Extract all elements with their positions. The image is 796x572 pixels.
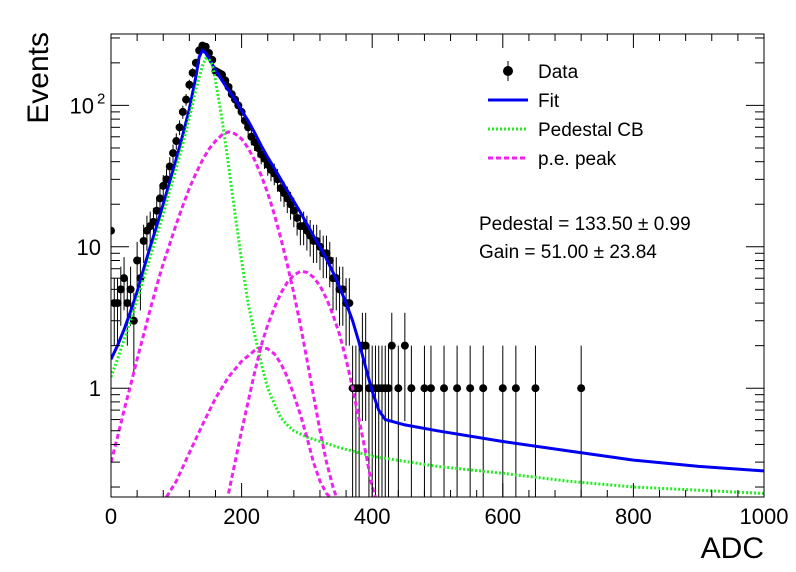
data-point <box>201 42 210 51</box>
legend-label: Data <box>538 62 579 83</box>
data-point <box>188 68 197 77</box>
data-point <box>407 384 416 393</box>
data-point <box>426 384 435 393</box>
data-point <box>420 384 429 393</box>
legend-label: Fit <box>538 91 560 112</box>
data-point <box>286 200 295 209</box>
x-tick-label: 600 <box>484 504 521 529</box>
series-line <box>227 269 377 497</box>
data-point <box>169 149 178 158</box>
series-line <box>165 345 331 497</box>
x-tick-label: 200 <box>223 504 260 529</box>
plot-frame <box>110 33 765 498</box>
data-point <box>400 341 409 350</box>
data-point <box>133 256 142 265</box>
data-point <box>498 384 507 393</box>
data-point <box>466 384 475 393</box>
data-point <box>355 384 364 393</box>
data-point <box>155 194 164 203</box>
data-point <box>175 123 184 132</box>
data-point <box>531 384 540 393</box>
data-point <box>152 206 161 215</box>
data-point <box>116 285 125 294</box>
plot-content <box>111 41 764 497</box>
data-point <box>361 341 370 350</box>
data-point <box>384 384 393 393</box>
series-line <box>111 130 338 497</box>
fit-result-text: Pedestal = 133.50 ± 0.99 <box>479 214 691 235</box>
data-point <box>165 162 174 171</box>
data-point <box>293 213 302 222</box>
x-axis-label: ADC <box>701 532 764 565</box>
legend: Data Fit Pedestal CB p.e. peak <box>488 61 644 170</box>
data-point <box>126 285 135 294</box>
data-point <box>159 181 168 190</box>
annotations: Pedestal = 133.50 ± 0.99 Gain = 51.00 ± 2… <box>479 214 691 263</box>
data-point <box>182 95 191 104</box>
y-tick-label-exponent: 2 <box>97 90 105 107</box>
data-point <box>250 138 259 147</box>
data-point <box>185 80 194 89</box>
x-tick-label: 800 <box>615 504 652 529</box>
data-point <box>123 299 132 308</box>
y-tick-label: 10 <box>70 93 94 118</box>
y-tick-label: 1 <box>89 376 101 401</box>
legend-label: p.e. peak <box>538 149 617 170</box>
data-point <box>289 206 298 215</box>
data-point <box>172 137 181 146</box>
data-point <box>120 274 129 283</box>
fit-result-text: Gain = 51.00 ± 23.84 <box>479 242 657 263</box>
plot-area <box>111 41 764 497</box>
data-point <box>139 236 148 245</box>
data-point <box>394 384 403 393</box>
x-tick-label: 400 <box>354 504 391 529</box>
series-line <box>111 56 764 495</box>
data-point <box>453 384 462 393</box>
legend-label: Pedestal CB <box>538 120 644 141</box>
y-tick-label: 10 <box>77 235 101 260</box>
x-tick-label: 1000 <box>740 504 789 529</box>
data-point <box>440 384 449 393</box>
series-line <box>111 48 764 473</box>
data-point <box>178 107 187 116</box>
data-point <box>511 384 520 393</box>
data-point <box>479 384 488 393</box>
data-point <box>111 226 115 235</box>
x-tick-label: 0 <box>105 504 117 529</box>
legend-marker <box>503 66 513 76</box>
data-point <box>387 341 396 350</box>
data-point <box>577 384 586 393</box>
y-axis-label: Events <box>22 32 55 124</box>
data-point <box>149 217 158 226</box>
